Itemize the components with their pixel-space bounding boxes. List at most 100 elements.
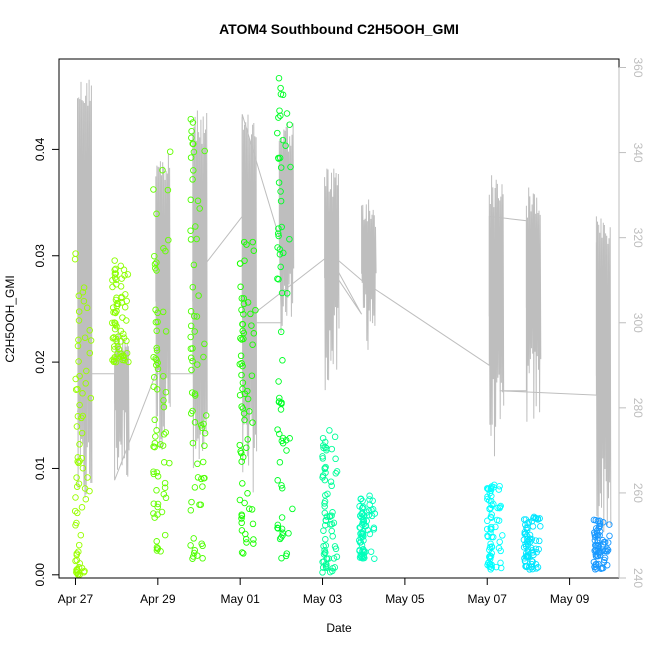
data-point (187, 196, 195, 204)
data-point (160, 431, 168, 438)
data-point (326, 513, 333, 521)
y2-profile-line (488, 175, 505, 457)
data-point (601, 556, 608, 564)
data-point (520, 536, 528, 544)
data-point (594, 536, 601, 544)
data-point (118, 294, 125, 302)
data-point (87, 394, 95, 402)
y2-tick-label: 240 (631, 568, 645, 588)
data-point (360, 533, 367, 540)
data-point (161, 531, 169, 539)
data-point (161, 484, 169, 491)
data-point (160, 490, 168, 498)
data-point (164, 186, 172, 194)
data-point (497, 547, 504, 555)
data-point (121, 272, 128, 279)
y2-profile-line (525, 187, 542, 422)
data-point (73, 519, 80, 527)
data-point (194, 361, 201, 368)
data-point (75, 459, 82, 467)
data-point (198, 540, 205, 547)
data-point (73, 483, 81, 490)
data-point (487, 513, 495, 521)
data-point (289, 505, 296, 513)
y-tick-label: 0.03 (33, 244, 47, 268)
data-point (277, 112, 284, 119)
data-point (240, 410, 248, 417)
data-point (240, 311, 247, 318)
data-point (319, 453, 326, 460)
data-point (321, 503, 328, 510)
data-point (152, 355, 159, 362)
y2-tick-label: 360 (631, 57, 645, 77)
data-point (486, 553, 493, 561)
data-point (159, 166, 166, 174)
data-point (112, 358, 120, 366)
data-point (277, 263, 284, 271)
data-point (494, 504, 501, 512)
data-point (79, 412, 87, 420)
data-point (150, 186, 157, 193)
data-point (522, 550, 530, 557)
data-point (191, 484, 199, 491)
data-point (488, 543, 496, 551)
data-point (323, 555, 330, 562)
x-tick-label: Apr 29 (140, 592, 176, 606)
y2-profile-line (241, 114, 258, 493)
data-point (154, 500, 162, 508)
data-point (249, 419, 256, 426)
data-point (150, 500, 158, 507)
data-point (239, 480, 246, 487)
data-point (592, 563, 599, 570)
data-point (159, 372, 167, 380)
data-point (86, 327, 93, 334)
data-point (238, 511, 245, 518)
data-point (194, 460, 201, 468)
data-point (237, 352, 245, 360)
data-point (160, 397, 167, 404)
data-point (275, 179, 283, 186)
y2-profile-line (595, 218, 612, 532)
data-point (191, 547, 199, 554)
data-point (250, 247, 258, 254)
data-point (189, 176, 196, 183)
data-point (160, 403, 168, 411)
data-point (360, 547, 367, 554)
data-point (331, 543, 339, 550)
data-point (597, 565, 605, 572)
data-point (495, 486, 503, 493)
data-point (160, 245, 167, 252)
data-point (322, 444, 329, 451)
data-point (159, 308, 167, 316)
data-point (283, 447, 290, 454)
data-point (332, 470, 340, 477)
data-point (285, 530, 292, 537)
data-point (319, 434, 327, 442)
data-point (497, 564, 505, 572)
y2-tick-label: 320 (631, 228, 645, 248)
data-point (601, 539, 609, 546)
data-point (275, 398, 283, 406)
data-point (496, 504, 503, 512)
data-point (248, 506, 256, 513)
data-point (287, 163, 294, 171)
data-point (322, 536, 329, 543)
data-point (483, 525, 491, 533)
data-point (366, 501, 373, 508)
y2-tick-label: 340 (631, 143, 645, 163)
data-point (237, 335, 244, 342)
data-point (114, 333, 122, 341)
data-point (322, 563, 330, 570)
data-point (80, 284, 88, 291)
data-point (362, 548, 369, 556)
data-point (73, 423, 81, 430)
data-point (75, 292, 83, 300)
data-point (599, 519, 607, 526)
data-point (283, 110, 291, 117)
data-point (190, 167, 197, 174)
data-point (274, 129, 281, 137)
data-point (152, 318, 160, 326)
data-point (123, 317, 130, 324)
data-point (73, 569, 80, 576)
